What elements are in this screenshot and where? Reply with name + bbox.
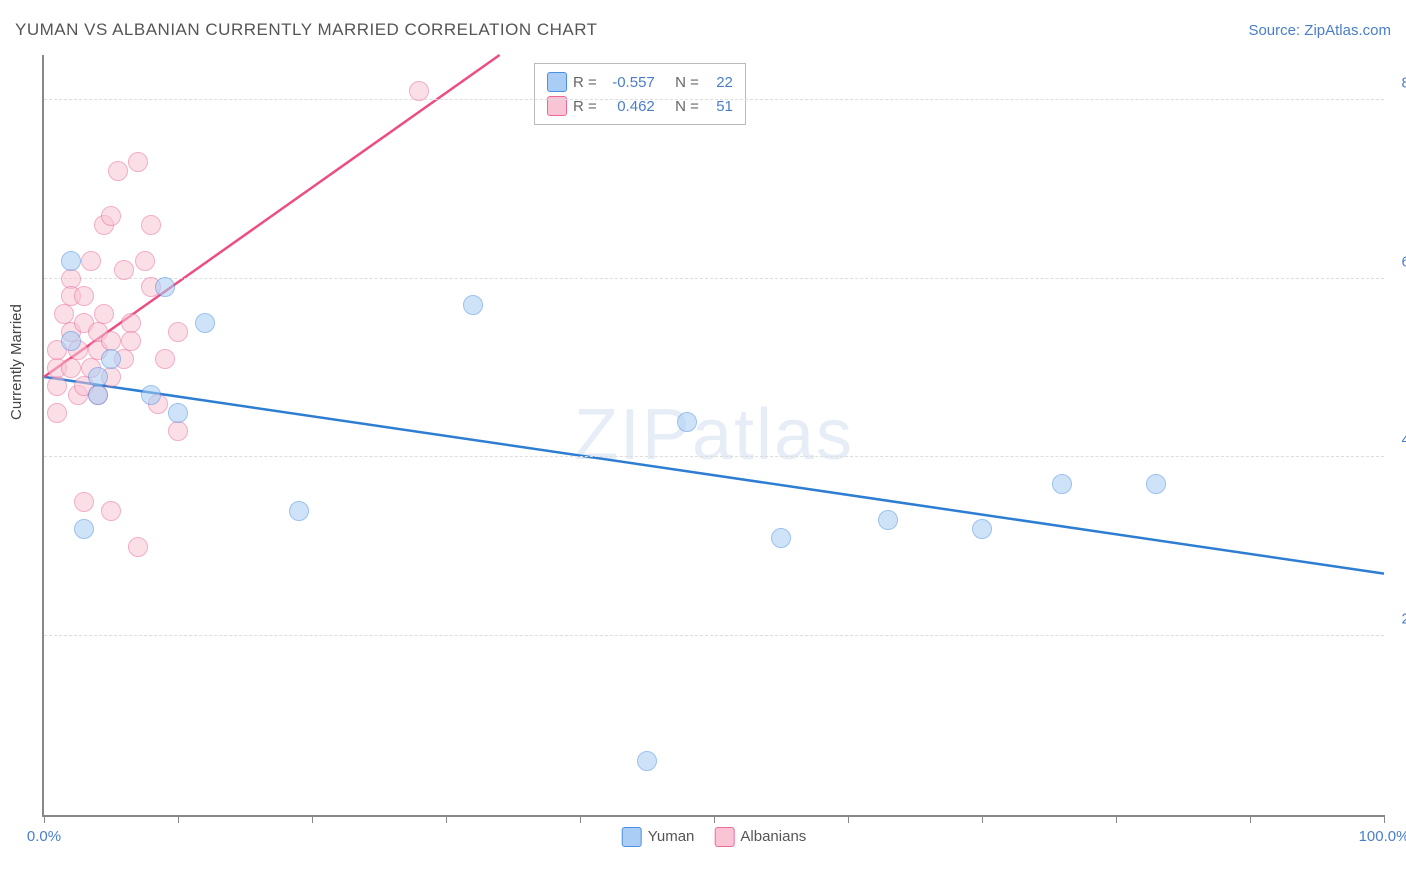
data-point bbox=[1146, 474, 1166, 494]
source-label: Source: ZipAtlas.com bbox=[1248, 22, 1391, 39]
trend-lines bbox=[44, 55, 1384, 815]
plot-area: ZIPatlas R =-0.557 N =22R =0.462 N =51 Y… bbox=[42, 55, 1384, 817]
x-tick bbox=[714, 815, 715, 823]
data-point bbox=[61, 251, 81, 271]
x-tick bbox=[1250, 815, 1251, 823]
x-tick bbox=[44, 815, 45, 823]
r-label: R = bbox=[573, 74, 597, 91]
gridline bbox=[44, 99, 1384, 100]
y-axis-label: Currently Married bbox=[8, 304, 25, 420]
legend-series: Yuman Albanians bbox=[622, 827, 807, 847]
legend-stats: R = -0.557 N = 22 R = 0.462 N = 51 bbox=[534, 63, 746, 125]
chart-title: YUMAN VS ALBANIAN CURRENTLY MARRIED CORR… bbox=[15, 20, 598, 40]
x-tick bbox=[982, 815, 983, 823]
data-point bbox=[101, 501, 121, 521]
data-point bbox=[114, 260, 134, 280]
data-point bbox=[168, 322, 188, 342]
data-point bbox=[289, 501, 309, 521]
x-tick bbox=[1116, 815, 1117, 823]
data-point bbox=[81, 251, 101, 271]
legend-item: Albanians bbox=[714, 827, 806, 847]
x-tick bbox=[580, 815, 581, 823]
legend-item: Yuman bbox=[622, 827, 695, 847]
data-point bbox=[74, 492, 94, 512]
y-tick-label: 80.0% bbox=[1401, 74, 1406, 91]
chart-container: YUMAN VS ALBANIAN CURRENTLY MARRIED CORR… bbox=[0, 0, 1406, 892]
x-tick-label: 0.0% bbox=[27, 828, 61, 845]
data-point bbox=[155, 277, 175, 297]
data-point bbox=[121, 331, 141, 351]
data-point bbox=[141, 385, 161, 405]
n-value: 22 bbox=[705, 74, 733, 91]
r-value: 0.462 bbox=[603, 98, 655, 115]
data-point bbox=[47, 376, 67, 396]
y-tick-label: 20.0% bbox=[1401, 611, 1406, 628]
data-point bbox=[637, 751, 657, 771]
data-point bbox=[61, 358, 81, 378]
data-point bbox=[135, 251, 155, 271]
gridline bbox=[44, 635, 1384, 636]
trend-line bbox=[44, 377, 1384, 574]
n-label: N = bbox=[675, 98, 699, 115]
x-tick bbox=[848, 815, 849, 823]
x-tick bbox=[446, 815, 447, 823]
data-point bbox=[168, 403, 188, 423]
data-point bbox=[128, 152, 148, 172]
data-point bbox=[108, 161, 128, 181]
r-value: -0.557 bbox=[603, 74, 655, 91]
data-point bbox=[878, 510, 898, 530]
data-point bbox=[74, 286, 94, 306]
r-label: R = bbox=[573, 98, 597, 115]
data-point bbox=[155, 349, 175, 369]
data-point bbox=[47, 403, 67, 423]
x-tick bbox=[1384, 815, 1385, 823]
legend-stat-row: R = 0.462 N = 51 bbox=[547, 94, 733, 118]
data-point bbox=[141, 215, 161, 235]
data-point bbox=[74, 519, 94, 539]
data-point bbox=[195, 313, 215, 333]
legend-swatch bbox=[622, 827, 642, 847]
data-point bbox=[463, 295, 483, 315]
data-point bbox=[101, 349, 121, 369]
data-point bbox=[771, 528, 791, 548]
legend-label: Albanians bbox=[740, 828, 806, 845]
legend-label: Yuman bbox=[648, 828, 695, 845]
legend-stat-row: R = -0.557 N = 22 bbox=[547, 70, 733, 94]
legend-swatch bbox=[547, 72, 567, 92]
y-tick-label: 60.0% bbox=[1401, 253, 1406, 270]
x-tick bbox=[312, 815, 313, 823]
n-label: N = bbox=[675, 74, 699, 91]
data-point bbox=[409, 81, 429, 101]
gridline bbox=[44, 456, 1384, 457]
legend-swatch bbox=[714, 827, 734, 847]
data-point bbox=[677, 412, 697, 432]
y-tick-label: 40.0% bbox=[1401, 432, 1406, 449]
data-point bbox=[168, 421, 188, 441]
data-point bbox=[61, 331, 81, 351]
data-point bbox=[101, 206, 121, 226]
gridline bbox=[44, 278, 1384, 279]
data-point bbox=[972, 519, 992, 539]
x-tick-label: 100.0% bbox=[1359, 828, 1406, 845]
header: YUMAN VS ALBANIAN CURRENTLY MARRIED CORR… bbox=[15, 20, 1391, 40]
data-point bbox=[1052, 474, 1072, 494]
x-tick bbox=[178, 815, 179, 823]
data-point bbox=[88, 385, 108, 405]
data-point bbox=[128, 537, 148, 557]
n-value: 51 bbox=[705, 98, 733, 115]
data-point bbox=[94, 304, 114, 324]
